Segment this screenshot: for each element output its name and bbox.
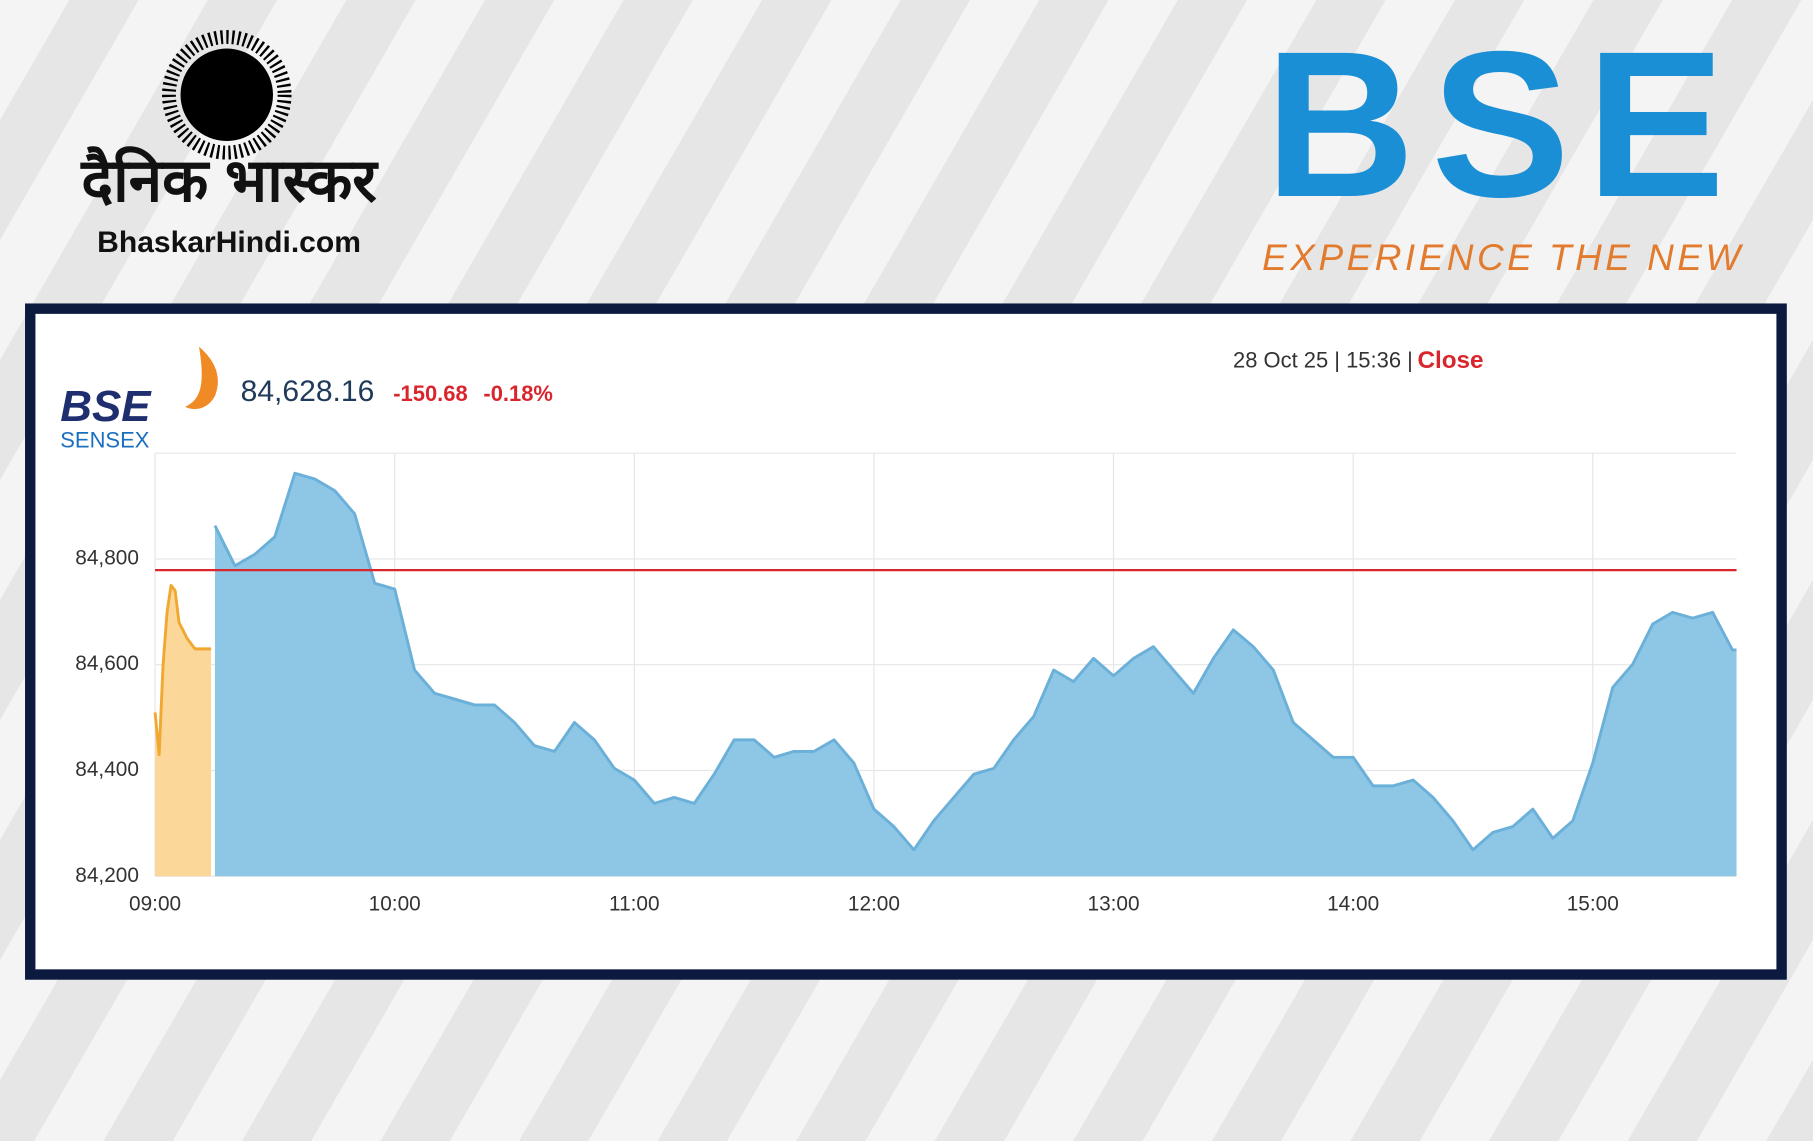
x-tick-label: 13:00 <box>1088 893 1140 916</box>
line <box>153 583 212 757</box>
x-tick-label: 09:00 <box>129 893 181 916</box>
x-tick-label: 12:00 <box>848 893 900 916</box>
y-tick-label: 84,600 <box>75 652 139 675</box>
brand-hindi: दैनिक भास्कर <box>80 146 379 214</box>
y-tick-label: 84,400 <box>75 758 139 781</box>
chart: 84,200 84,400 84,600 84,800 09:00 10:00 11:00 1… <box>75 452 1737 916</box>
logo-bse: BSE <box>60 382 152 431</box>
bse-logo: BSE <box>1265 9 1741 241</box>
x-tick-label: 10:00 <box>369 893 421 916</box>
change: -150.68 <box>393 381 467 406</box>
brand-site: BhaskarHindi.com <box>97 226 361 259</box>
y-tick-label: 84,200 <box>75 864 139 887</box>
status[interactable]: Close <box>1417 347 1483 374</box>
flame <box>185 346 218 410</box>
x-tick-label: 15:00 <box>1567 893 1619 916</box>
logo-index: SENSEX <box>60 427 149 452</box>
last-value: 84,628.16 <box>241 375 375 408</box>
x-tick-label: 11:00 <box>609 893 660 916</box>
area <box>214 473 1737 877</box>
timestamp: 28 Oct 25 | 15:36 | <box>1233 348 1413 373</box>
area <box>155 585 212 877</box>
bse-tagline: EXPERIENCE THE NEW <box>1262 237 1744 278</box>
y-tick-label: 84,800 <box>75 546 139 569</box>
line <box>213 471 1737 852</box>
x-tick-label: 14:00 <box>1327 893 1379 916</box>
change-pct: -0.18% <box>483 381 553 406</box>
sun-logo <box>162 30 292 160</box>
